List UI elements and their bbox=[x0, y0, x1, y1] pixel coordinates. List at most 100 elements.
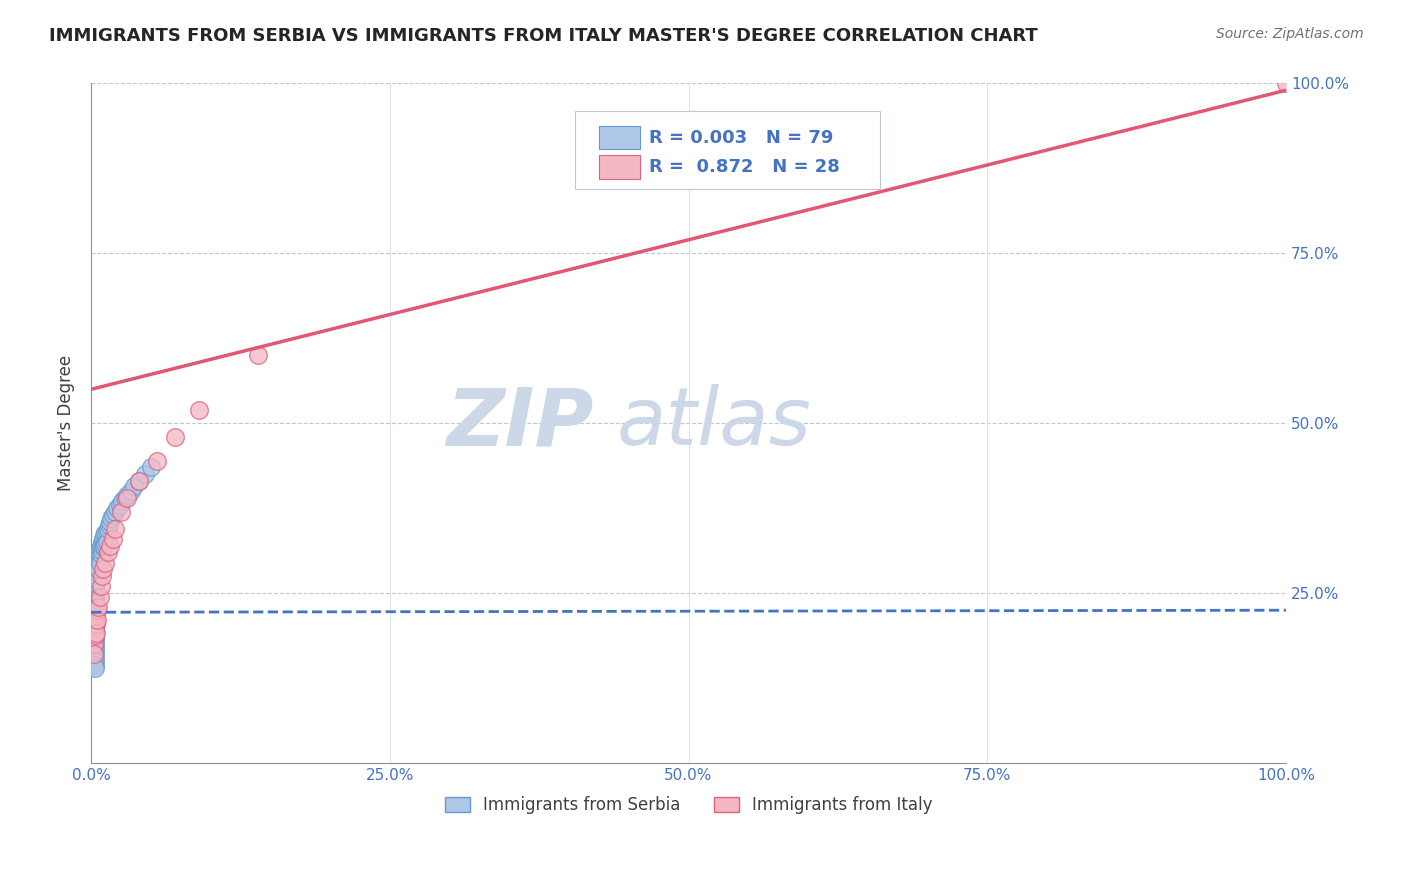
Point bbox=[83, 603, 105, 617]
Point bbox=[83, 631, 105, 645]
Point bbox=[84, 610, 107, 624]
Point bbox=[89, 542, 111, 557]
Point bbox=[83, 622, 105, 636]
Point bbox=[83, 599, 105, 614]
Point bbox=[83, 644, 105, 658]
Point bbox=[101, 532, 124, 546]
Text: IMMIGRANTS FROM SERBIA VS IMMIGRANTS FROM ITALY MASTER'S DEGREE CORRELATION CHAR: IMMIGRANTS FROM SERBIA VS IMMIGRANTS FRO… bbox=[49, 27, 1038, 45]
Point bbox=[89, 590, 111, 604]
Point bbox=[128, 474, 150, 488]
Point bbox=[93, 528, 115, 542]
Text: Source: ZipAtlas.com: Source: ZipAtlas.com bbox=[1216, 27, 1364, 41]
Point bbox=[83, 631, 105, 645]
FancyBboxPatch shape bbox=[575, 111, 880, 189]
Point bbox=[83, 619, 105, 633]
Point bbox=[98, 515, 121, 529]
Text: ZIP: ZIP bbox=[446, 384, 593, 462]
Text: R = 0.003   N = 79: R = 0.003 N = 79 bbox=[650, 128, 834, 147]
Point bbox=[83, 627, 105, 641]
Point bbox=[84, 562, 107, 576]
Point bbox=[84, 625, 107, 640]
Point bbox=[83, 615, 105, 629]
Point bbox=[83, 601, 105, 615]
Point bbox=[1275, 77, 1298, 91]
Point bbox=[83, 640, 105, 655]
Point bbox=[122, 479, 145, 493]
Point bbox=[83, 596, 105, 610]
Point bbox=[83, 650, 105, 665]
Legend: Immigrants from Serbia, Immigrants from Italy: Immigrants from Serbia, Immigrants from … bbox=[436, 789, 941, 822]
Point bbox=[90, 535, 112, 549]
FancyBboxPatch shape bbox=[599, 155, 640, 178]
Point bbox=[90, 539, 112, 553]
Point bbox=[134, 467, 156, 482]
Point bbox=[83, 657, 105, 672]
Text: atlas: atlas bbox=[617, 384, 811, 462]
Point bbox=[83, 620, 105, 634]
Point bbox=[90, 544, 112, 558]
Point bbox=[104, 522, 127, 536]
Point bbox=[84, 569, 107, 583]
Point bbox=[94, 526, 117, 541]
Point bbox=[97, 522, 120, 536]
Point bbox=[84, 556, 107, 570]
Text: R =  0.872   N = 28: R = 0.872 N = 28 bbox=[650, 158, 839, 176]
Point bbox=[83, 586, 105, 600]
Point bbox=[98, 539, 121, 553]
Point bbox=[83, 607, 105, 622]
Point bbox=[83, 616, 105, 631]
Point bbox=[83, 610, 105, 624]
Point bbox=[110, 505, 132, 519]
Point bbox=[94, 556, 117, 570]
Point bbox=[83, 661, 105, 675]
Point bbox=[86, 559, 108, 574]
Point bbox=[93, 539, 115, 553]
Y-axis label: Master's Degree: Master's Degree bbox=[58, 355, 75, 491]
Point bbox=[86, 552, 108, 566]
Point bbox=[94, 537, 117, 551]
Point bbox=[247, 348, 270, 362]
Point bbox=[87, 556, 110, 570]
Point bbox=[91, 540, 114, 554]
Point bbox=[83, 573, 105, 587]
Point bbox=[83, 654, 105, 668]
Point bbox=[83, 624, 105, 638]
Point bbox=[87, 562, 110, 576]
Point bbox=[120, 484, 142, 499]
Point bbox=[83, 566, 105, 580]
Point bbox=[97, 545, 120, 559]
Point bbox=[83, 625, 105, 640]
Point bbox=[139, 460, 162, 475]
Point bbox=[83, 605, 105, 619]
Point bbox=[83, 559, 105, 574]
Point bbox=[86, 566, 108, 580]
Point bbox=[83, 648, 105, 662]
Point bbox=[108, 498, 131, 512]
Point bbox=[86, 573, 108, 587]
Point bbox=[90, 547, 112, 561]
Point bbox=[128, 474, 150, 488]
FancyBboxPatch shape bbox=[599, 127, 640, 149]
Point bbox=[91, 562, 114, 576]
Point bbox=[146, 453, 169, 467]
Point bbox=[96, 524, 118, 539]
Point bbox=[83, 628, 105, 642]
Point bbox=[98, 518, 121, 533]
Point bbox=[83, 582, 105, 597]
Point bbox=[83, 635, 105, 649]
Point bbox=[101, 508, 124, 522]
Point bbox=[163, 430, 186, 444]
Point bbox=[84, 576, 107, 591]
Point bbox=[83, 579, 105, 593]
Point bbox=[107, 501, 129, 516]
Point bbox=[83, 614, 105, 628]
Point bbox=[83, 607, 105, 621]
Point bbox=[83, 593, 105, 607]
Point bbox=[115, 491, 138, 505]
Point bbox=[89, 549, 111, 563]
Point bbox=[90, 579, 112, 593]
Point bbox=[84, 616, 107, 631]
Point bbox=[89, 556, 111, 570]
Point bbox=[86, 603, 108, 617]
Point bbox=[187, 402, 209, 417]
